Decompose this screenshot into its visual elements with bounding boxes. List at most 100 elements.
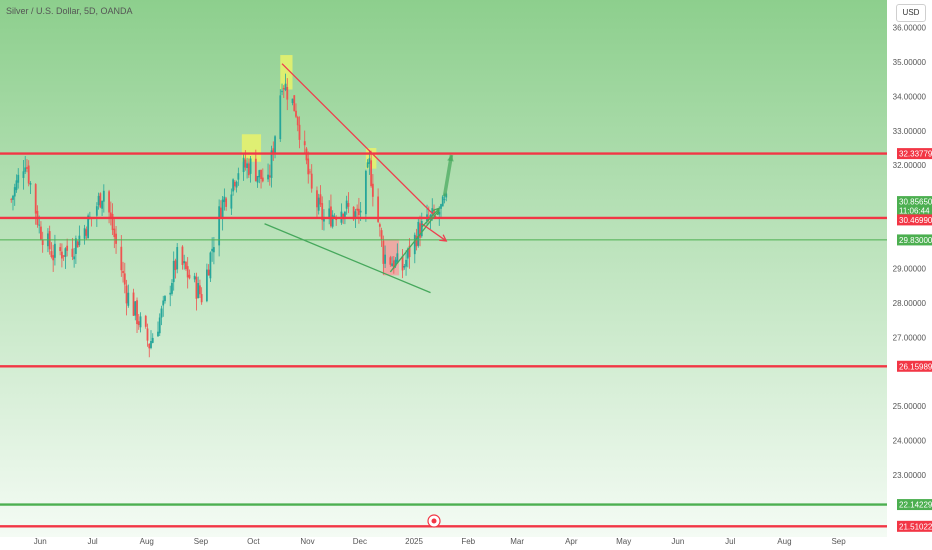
x-tick-label: Nov: [300, 537, 314, 546]
candle: [406, 248, 409, 259]
candle: [169, 292, 172, 295]
candle: [244, 159, 247, 168]
candle: [52, 255, 55, 261]
candle: [12, 195, 14, 200]
x-tick-label: Apr: [565, 537, 578, 546]
candle: [76, 241, 79, 248]
price-label: 22.14229: [899, 501, 932, 510]
candle: [331, 214, 334, 227]
candle: [171, 282, 173, 294]
candle: [101, 200, 103, 209]
candle: [237, 173, 240, 180]
candle: [438, 211, 441, 215]
yellow-highlight-zone: [280, 55, 293, 90]
price-label-box: [897, 360, 932, 372]
candle: [74, 238, 77, 254]
candle: [73, 256, 76, 260]
candle: [281, 91, 283, 93]
y-tick-label: 25.00000: [893, 402, 927, 411]
candle: [22, 171, 25, 178]
candle: [377, 196, 380, 222]
candle: [431, 208, 434, 216]
candle: [310, 173, 313, 189]
candle: [258, 170, 261, 178]
candle: [267, 174, 269, 180]
red-trendline: [281, 63, 438, 220]
candle: [151, 337, 154, 343]
candle: [95, 206, 98, 216]
x-tick-label: Jun: [671, 537, 684, 546]
candle: [83, 228, 86, 239]
candle: [382, 240, 385, 264]
candle: [364, 170, 367, 215]
x-tick-label: Dec: [353, 537, 367, 546]
candle: [150, 340, 152, 348]
candle: [209, 252, 212, 279]
candle: [256, 175, 259, 183]
candle: [242, 157, 245, 173]
candle: [71, 248, 74, 257]
y-tick-label: 32.00000: [893, 161, 927, 170]
candle: [223, 196, 226, 203]
candle: [17, 174, 20, 183]
candle: [158, 317, 161, 334]
candle: [225, 198, 228, 207]
yellow-highlight-zone: [241, 134, 262, 162]
candle: [102, 190, 105, 202]
y-tick-label: 33.00000: [893, 127, 927, 136]
price-label: 26.15989: [899, 362, 932, 371]
candle: [370, 160, 373, 187]
candle: [40, 226, 42, 240]
candle: [59, 247, 62, 251]
candle: [24, 167, 27, 172]
candle: [85, 229, 88, 236]
candle: [296, 116, 299, 126]
x-tick-label: May: [616, 537, 631, 546]
y-tick-label: 35.00000: [893, 58, 927, 67]
x-tick-label: 2025: [405, 537, 423, 546]
candle: [27, 165, 30, 184]
candle: [122, 270, 124, 274]
y-tick-label: 23.00000: [893, 471, 927, 480]
green-trendline: [264, 223, 431, 294]
candle: [200, 294, 203, 303]
candle: [164, 296, 166, 302]
candle: [354, 211, 357, 219]
currency-button[interactable]: USD: [896, 4, 926, 22]
price-label: 29.83000: [899, 236, 932, 245]
candle: [185, 261, 187, 270]
candle: [193, 275, 196, 280]
candle: [61, 251, 63, 259]
price-label: 30.46990: [899, 216, 932, 225]
candle: [144, 315, 147, 327]
candle: [125, 285, 128, 304]
candle: [328, 208, 331, 218]
x-tick-label: Jun: [34, 537, 47, 546]
candles: [10, 73, 448, 358]
candle: [64, 248, 67, 258]
candle: [137, 321, 140, 326]
candle: [378, 224, 381, 227]
candle: [160, 308, 163, 318]
x-tick-label: Mar: [510, 537, 524, 546]
candle: [268, 175, 271, 178]
candle: [303, 141, 306, 146]
candle: [195, 276, 198, 299]
candle: [230, 194, 233, 209]
candle: [274, 136, 276, 153]
candle: [333, 216, 336, 217]
candle: [87, 215, 90, 239]
candle: [127, 292, 130, 306]
arrow-head: [432, 207, 441, 216]
candle: [97, 195, 100, 206]
candle: [249, 158, 252, 174]
time-axis-background: [0, 537, 887, 550]
x-tick-label: Aug: [777, 537, 791, 546]
candle: [347, 203, 350, 207]
candle: [342, 213, 345, 217]
candle: [408, 245, 411, 258]
candle: [384, 254, 386, 264]
candle: [295, 110, 297, 117]
